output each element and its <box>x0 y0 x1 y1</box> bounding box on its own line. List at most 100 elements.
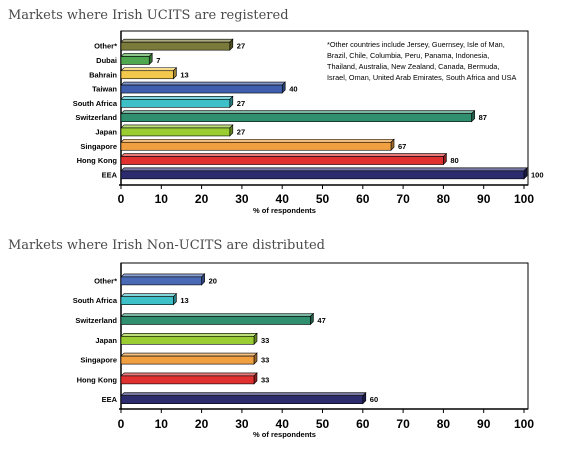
chart1-x-tick-label-10: 10 <box>155 192 169 206</box>
chart1-bar-top-switzerland <box>120 110 476 114</box>
chart2-x-axis-title: % of respondents <box>253 430 316 439</box>
chart2-bar-singapore <box>120 352 258 365</box>
chart2-category-label-singapore: Singapore <box>80 356 117 365</box>
chart2-x-tick-label-0: 0 <box>118 417 125 431</box>
chart1-category-label-dubai: Dubai <box>96 56 117 65</box>
chart2-category-label-south-africa: South Africa <box>73 296 118 305</box>
chart1-x-tick-label-30: 30 <box>235 192 249 206</box>
chart2-x-tick-label-90: 90 <box>477 417 491 431</box>
chart2-bar-top-other <box>120 273 206 278</box>
chart2-category-label-eea: EEA <box>102 395 118 404</box>
chart1-bar-eea <box>120 167 528 180</box>
chart2-bar-front-japan <box>120 335 255 345</box>
chart1-bar-bahrain <box>120 67 178 80</box>
chart1-bar-other <box>120 38 234 51</box>
chart1-category-label-bahrain: Bahrain <box>89 70 117 79</box>
chart2-bar-front-eea <box>120 395 364 405</box>
chart2-x-tick-label-10: 10 <box>155 417 169 431</box>
chart1-bar-dubai <box>120 52 153 66</box>
chart2-value-label-hong-kong: 33 <box>261 375 269 384</box>
chart1-category-label-switzerland: Switzerland <box>75 113 117 122</box>
chart1-category-label-japan: Japan <box>95 127 117 136</box>
chart2-bar-front-switzerland <box>120 316 311 325</box>
chart2-bar-japan <box>120 332 258 346</box>
chart2-bar-front-south-africa <box>120 296 174 306</box>
chart1-bar-front-dubai <box>120 56 150 65</box>
chart1-x-tick-label-40: 40 <box>276 192 290 206</box>
chart2-bar-front-singapore <box>120 355 255 365</box>
chart1-category-label-singapore: Singapore <box>80 142 117 151</box>
chart2-bar-switzerland <box>120 312 315 326</box>
chart1-bar-taiwan <box>120 81 286 94</box>
chart1-bar-top-bahrain <box>120 67 178 72</box>
chart1-bar-front-other <box>120 41 231 51</box>
chart2-x-tick-label-30: 30 <box>235 417 249 431</box>
chart1-bar-top-hong-kong <box>120 153 448 157</box>
chart2-value-label-singapore: 33 <box>261 356 269 365</box>
chart1-category-label-eea: EEA <box>102 170 118 179</box>
chart2-bar-top-japan <box>120 332 258 337</box>
chart2-x-tick-label-70: 70 <box>396 417 410 431</box>
chart1-bar-south-africa <box>120 95 234 109</box>
chart2-value-label-other: 20 <box>209 276 217 285</box>
chart1-bar-switzerland <box>120 109 476 123</box>
chart1-annotation: *Other countries include Jersey, Guernse… <box>327 40 517 82</box>
chart2-bar-hong-kong <box>120 372 258 385</box>
chart1-category-label-hong-kong: Hong Kong <box>77 156 118 165</box>
chart1-value-label-switzerland: 87 <box>479 113 487 122</box>
chart2-bar-front-hong-kong <box>120 375 255 385</box>
chart1-x-tick-label-90: 90 <box>477 192 491 206</box>
chart2-category-label-other: Other* <box>94 276 117 285</box>
chart1-bar-singapore <box>120 138 395 151</box>
chart1-bar-top-eea <box>120 167 528 172</box>
chart2-value-label-japan: 33 <box>261 336 269 345</box>
chart1-bar-front-switzerland <box>120 113 472 122</box>
chart1-value-label-dubai: 7 <box>156 56 160 65</box>
chart1-bar-front-taiwan <box>120 84 283 94</box>
chart1-value-label-hong-kong: 80 <box>450 156 458 165</box>
chart2-bar-top-hong-kong <box>120 372 258 377</box>
chart2-x-tick-label-50: 50 <box>316 417 330 431</box>
chart1-bar-top-japan <box>120 124 234 129</box>
chart2-category-label-japan: Japan <box>95 336 117 345</box>
chart1-value-label-south-africa: 27 <box>237 99 245 108</box>
chart1-bar-top-south-africa <box>120 96 234 100</box>
chart1-value-label-eea: 100 <box>531 170 544 179</box>
chart1-plot: Other* 27 Dubai 7 Bahrain 13 Taiwan 40 South Afr… <box>73 30 544 215</box>
chart1-category-label-south-africa: South Africa <box>73 99 118 108</box>
chart2-bar-eea <box>120 391 367 405</box>
chart1-x-tick-label-70: 70 <box>396 192 410 206</box>
chart1-x-tick-label-80: 80 <box>437 192 451 206</box>
chart2-value-label-switzerland: 47 <box>317 316 325 325</box>
chart1-value-label-taiwan: 40 <box>289 85 297 94</box>
chart1-x-tick-label-0: 0 <box>118 192 125 206</box>
chart2-bar-top-singapore <box>120 352 258 357</box>
chart1-bar-front-bahrain <box>120 70 174 80</box>
chart1-x-tick-label-20: 20 <box>195 192 209 206</box>
chart1-title: Markets where Irish UCITS are registered <box>8 8 289 23</box>
chart2-x-tick-label-80: 80 <box>437 417 451 431</box>
chart1-x-tick-label-50: 50 <box>316 192 330 206</box>
chart2-x-tick-label-40: 40 <box>276 417 290 431</box>
chart1-value-label-singapore: 67 <box>398 142 406 151</box>
chart2-bar-front-other <box>120 276 202 286</box>
chart2-value-label-eea: 60 <box>370 395 378 404</box>
chart1-value-label-bahrain: 13 <box>180 70 188 79</box>
chart1-value-label-other: 27 <box>237 42 245 51</box>
chart1-category-label-taiwan: Taiwan <box>92 85 117 94</box>
chart1-x-axis-title: % of respondents <box>253 206 316 215</box>
chart2-bar-top-switzerland <box>120 313 315 317</box>
chart1-x-tick-label-60: 60 <box>356 192 370 206</box>
chart1-bar-front-south-africa <box>120 99 231 108</box>
chart2-bar-south-africa <box>120 292 178 306</box>
chart2-value-label-south-africa: 13 <box>180 296 188 305</box>
chart1-bar-front-hong-kong <box>120 156 444 165</box>
chart1-value-label-japan: 27 <box>237 127 245 136</box>
chart1-bar-front-eea <box>120 170 525 180</box>
chart2-bar-other <box>120 273 206 286</box>
chart2-category-label-switzerland: Switzerland <box>75 316 117 325</box>
chart2-title: Markets where Irish Non-UCITS are distri… <box>8 238 325 253</box>
chart1-category-label-other: Other* <box>94 42 117 51</box>
chart1-bar-japan <box>120 124 234 137</box>
